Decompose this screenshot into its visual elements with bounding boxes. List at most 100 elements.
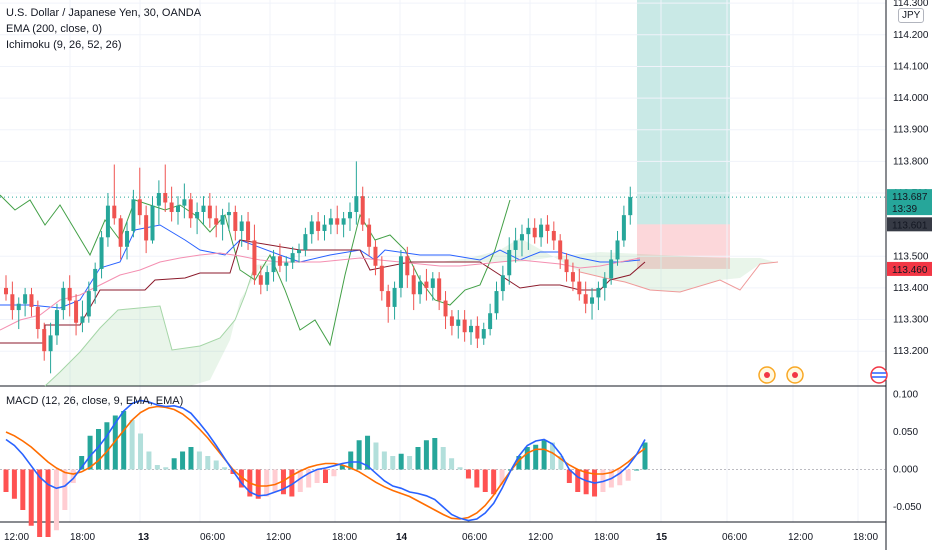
macd-histogram-bar — [457, 467, 463, 470]
candle-body — [54, 310, 59, 336]
candle-body — [207, 205, 212, 219]
candle-body — [265, 272, 270, 285]
time-axis[interactable]: 12:00 18:00 13 06:00 12:00 18:00 14 06:00 12:00 1… — [4, 532, 878, 543]
candle-body — [609, 259, 614, 279]
candle-body — [462, 319, 467, 333]
macd-histogram-bar — [188, 447, 194, 470]
candle-body — [379, 265, 384, 292]
time-label: 12:00 — [4, 532, 29, 543]
candle-body — [226, 211, 231, 216]
macd-histogram-bar — [533, 444, 539, 470]
macd-histogram-bar — [323, 469, 328, 483]
candle-body — [16, 303, 21, 311]
macd-histogram-bar — [180, 451, 186, 470]
macd-histogram-bar — [129, 420, 135, 470]
macd-histogram-bar — [11, 469, 17, 499]
candle-body — [99, 237, 104, 269]
event-markers[interactable] — [758, 366, 888, 384]
time-label: 12:00 — [788, 532, 813, 543]
candle-body — [48, 335, 53, 352]
candle-body — [10, 294, 15, 311]
candle-body — [570, 272, 575, 282]
macd-tick-label: -0.050 — [893, 502, 922, 513]
current-price-label: 113.687 — [892, 192, 928, 203]
macd-pane[interactable] — [0, 399, 886, 538]
macd-histogram-bar — [62, 469, 68, 510]
macd-histogram-bar — [87, 435, 93, 470]
candle-body — [532, 227, 537, 238]
macd-histogram-bar — [37, 469, 43, 537]
price-tick-label: 113.300 — [893, 315, 929, 326]
price-tick-label: 114.300 — [893, 0, 929, 9]
symbol-legend[interactable]: U.S. Dollar / Japanese Yen, 30, OANDA — [6, 7, 202, 19]
macd-histogram-bar — [70, 469, 76, 483]
price-candles[interactable] — [0, 161, 886, 374]
candle-body — [494, 291, 499, 314]
candle-body — [74, 300, 79, 323]
currency-badge[interactable]: JPY — [898, 8, 925, 23]
time-label: 06:00 — [200, 532, 225, 543]
price-tick-label: 113.500 — [893, 251, 929, 262]
macd-histogram-bar — [365, 435, 371, 470]
ichimoku-legend[interactable]: Ichimoku (9, 26, 52, 26) — [6, 39, 122, 51]
macd-histogram-bar — [104, 422, 110, 470]
ema-legend[interactable]: EMA (200, close, 0) — [6, 23, 102, 35]
candle-body — [519, 234, 524, 241]
candle-body — [297, 249, 302, 254]
candle-body — [284, 262, 289, 266]
candle-body — [35, 306, 40, 330]
candle-body — [488, 313, 493, 330]
time-label: 18:00 — [853, 532, 878, 543]
candle-body — [449, 316, 454, 326]
macd-histogram-bar — [474, 469, 480, 488]
candle-body — [80, 316, 85, 323]
stop-price-label: 113.460 — [892, 265, 928, 276]
macd-histogram-bar — [617, 469, 623, 486]
macd-histogram-bar — [112, 415, 118, 470]
candle-body — [328, 218, 333, 225]
macd-histogram-bar — [356, 440, 362, 470]
candle-body — [590, 297, 595, 304]
senkou-span-a — [44, 264, 256, 387]
candle-body — [583, 294, 588, 304]
candle-body — [271, 256, 276, 273]
candle-body — [347, 211, 352, 219]
candle-body — [93, 268, 98, 292]
candle-body — [341, 218, 346, 225]
macd-legend[interactable]: MACD (12, 26, close, 9, EMA, EMA) — [6, 395, 184, 407]
candle-body — [246, 221, 251, 241]
candle-body — [105, 205, 110, 238]
candle-body — [233, 211, 238, 231]
candle-body — [354, 196, 359, 212]
macd-histogram-bar — [558, 456, 564, 470]
macd-histogram-bar — [348, 451, 354, 470]
macd-histogram-bar — [449, 458, 455, 470]
macd-histogram-bar — [264, 469, 270, 497]
candle-body — [150, 205, 155, 241]
stop-loss-zone — [637, 224, 730, 269]
candle-body — [500, 275, 505, 292]
candle-body — [481, 329, 486, 339]
price-scale[interactable]: 114.300 114.200 114.100 114.000 113.900 113.8… — [887, 0, 932, 513]
candle-body — [118, 218, 123, 247]
macd-histogram-bar — [28, 469, 34, 526]
candle-body — [309, 221, 314, 235]
price-tick-label: 113.400 — [893, 283, 929, 294]
long-position-tool[interactable] — [637, 0, 730, 269]
macd-histogram-bar — [171, 458, 177, 470]
candle-body — [195, 211, 200, 219]
macd-histogram-bar — [440, 447, 446, 470]
candle-body — [175, 205, 180, 212]
macd-histogram-bar — [550, 442, 556, 470]
candle-body — [125, 230, 130, 247]
candle-body — [596, 287, 601, 298]
macd-histogram-bar — [196, 451, 202, 470]
candle-body — [169, 202, 174, 212]
candle-body — [507, 249, 512, 276]
macd-histogram-bar — [339, 465, 345, 470]
macd-histogram-bar — [213, 460, 219, 470]
time-label: 15 — [656, 532, 668, 543]
candle-body — [367, 224, 372, 247]
macd-histogram-bar — [642, 442, 648, 470]
